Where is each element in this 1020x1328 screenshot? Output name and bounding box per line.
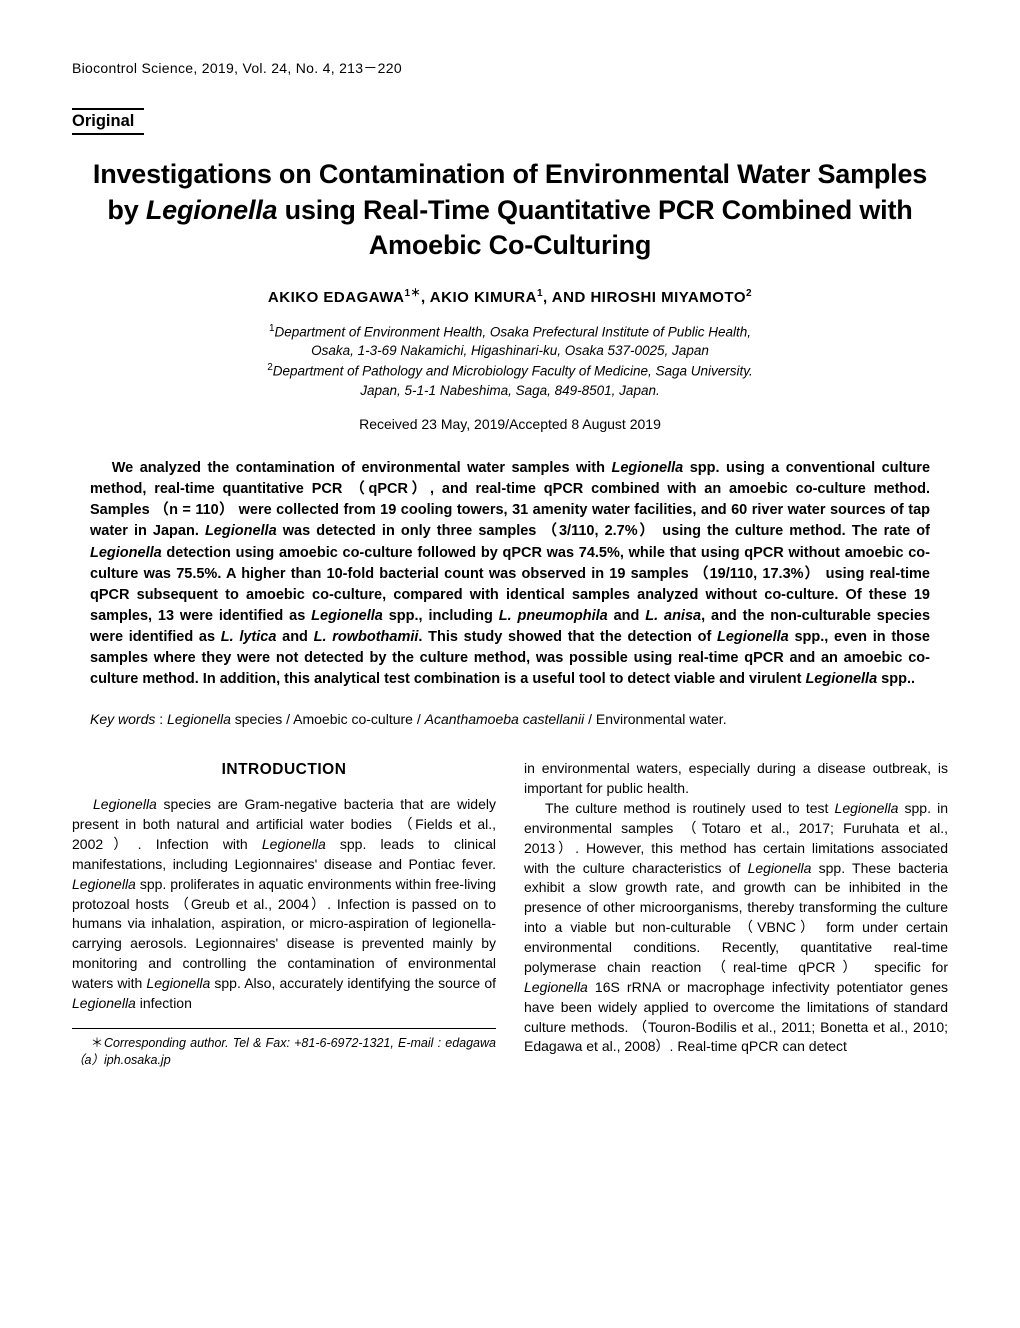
author-3: HIROSHI MIYAMOTO <box>590 289 746 306</box>
abs-t: and <box>276 629 313 645</box>
rule-bottom <box>72 133 144 135</box>
intro-para-1: Legionella species are Gram-negative bac… <box>72 795 496 1014</box>
article-title: Investigations on Contamination of Envir… <box>72 157 948 264</box>
body-text: spp. Also, accurately identifying the so… <box>210 975 496 991</box>
author-3-affil: 2 <box>746 288 752 299</box>
abstract: We analyzed the contamination of environ… <box>90 458 930 689</box>
body-text: The culture method is routinely used to … <box>545 800 835 816</box>
abs-i: L. lytica <box>221 629 277 645</box>
keywords-label: Key words <box>90 711 155 727</box>
abs-t: and <box>608 608 646 624</box>
body-text: in environmental waters, especially duri… <box>524 760 948 796</box>
genus: Legionella <box>72 995 136 1011</box>
body-text: infection <box>136 995 192 1011</box>
author-sep-1: , <box>421 289 430 306</box>
author-1-affil: 1＊ <box>404 288 421 299</box>
footnote-text: Corresponding author. Tel & Fax: +81-6-6… <box>72 1036 496 1067</box>
intro-para-2: The culture method is routinely used to … <box>524 799 948 1057</box>
journal-citation: Biocontrol Science, 2019, Vol. 24, No. 4… <box>72 58 948 78</box>
genus: Legionella <box>748 860 812 876</box>
genus: Legionella <box>835 800 899 816</box>
genus: Legionella <box>93 796 157 812</box>
body-text: spp. proliferates in aquatic environment… <box>72 876 496 991</box>
title-line-3: Amoebic Co-Culturing <box>369 230 651 260</box>
affiliations: 1Department of Environment Health, Osaka… <box>72 322 948 401</box>
abs-i: Legionella <box>90 545 162 561</box>
dates: Received 23 May, 2019/Accepted 8 August … <box>72 416 948 432</box>
genus: Legionella <box>72 876 136 892</box>
author-1: AKIKO EDAGAWA <box>268 289 405 306</box>
title-line-2b: using Real-Time Quantitative PCR Combine… <box>277 195 912 225</box>
intro-para-1-cont: in environmental waters, especially duri… <box>524 759 948 799</box>
abs-i: Legionella <box>805 671 877 687</box>
author-sep-2: , AND <box>543 289 590 306</box>
genus: Legionella <box>262 836 326 852</box>
keywords: Key words : Legionella species / Amoebic… <box>90 710 930 730</box>
title-genus: Legionella <box>146 195 278 225</box>
kw-text: / Environmental water. <box>584 711 726 727</box>
abs-t: spp., including <box>383 608 499 624</box>
corresponding-footnote: ＊Corresponding author. Tel & Fax: +81-6-… <box>72 1035 496 1069</box>
kw-italic: Legionella <box>167 711 231 727</box>
abs-t: We analyzed the contamination of environ… <box>112 460 612 476</box>
abs-t: was detected in only three samples （3/11… <box>277 523 930 539</box>
article-type-label: Original <box>72 110 948 133</box>
title-line-2a: by <box>107 195 145 225</box>
body-columns: INTRODUCTION Legionella species are Gram… <box>72 759 948 1068</box>
abs-i: Legionella <box>205 523 277 539</box>
left-column: INTRODUCTION Legionella species are Gram… <box>72 759 496 1068</box>
author-list: AKIKO EDAGAWA1＊, AKIO KIMURA1, AND HIROS… <box>72 284 948 306</box>
genus: Legionella <box>146 975 210 991</box>
genus: Legionella <box>524 979 588 995</box>
affil-2-line-1: Department of Pathology and Microbiology… <box>273 364 753 379</box>
abs-i: Legionella <box>717 629 789 645</box>
introduction-heading: INTRODUCTION <box>72 759 496 781</box>
abs-t: spp.. <box>877 671 915 687</box>
footnote-asterisk: ＊ <box>91 1036 104 1050</box>
author-2: AKIO KIMURA <box>430 289 537 306</box>
body-text: spp. These bacteria exhibit a slow growt… <box>524 860 948 975</box>
kw-text: species / Amoebic co-culture / <box>231 711 425 727</box>
abs-i: Legionella <box>311 608 383 624</box>
abs-t: . This study showed that the detection o… <box>418 629 717 645</box>
affil-1-line-1: Department of Environment Health, Osaka … <box>275 324 751 339</box>
abs-i: Legionella <box>612 460 684 476</box>
article-type-block: Original <box>72 108 948 135</box>
keywords-sep: : <box>155 711 167 727</box>
body-text: 16S rRNA or macrophage infectivity poten… <box>524 979 948 1055</box>
abs-i: L. rowbothamii <box>314 629 419 645</box>
abs-i: L. pneumophila <box>499 608 608 624</box>
abs-i: L. anisa <box>645 608 701 624</box>
title-line-1: Investigations on Contamination of Envir… <box>93 159 927 189</box>
kw-italic: Acanthamoeba castellanii <box>425 711 585 727</box>
affil-2-line-2: Japan, 5-1-1 Nabeshima, Saga, 849-8501, … <box>360 383 659 398</box>
affil-1-line-2: Osaka, 1-3-69 Nakamichi, Higashinari-ku,… <box>311 343 709 358</box>
right-column: in environmental waters, especially duri… <box>524 759 948 1068</box>
footnote-rule <box>72 1028 496 1029</box>
